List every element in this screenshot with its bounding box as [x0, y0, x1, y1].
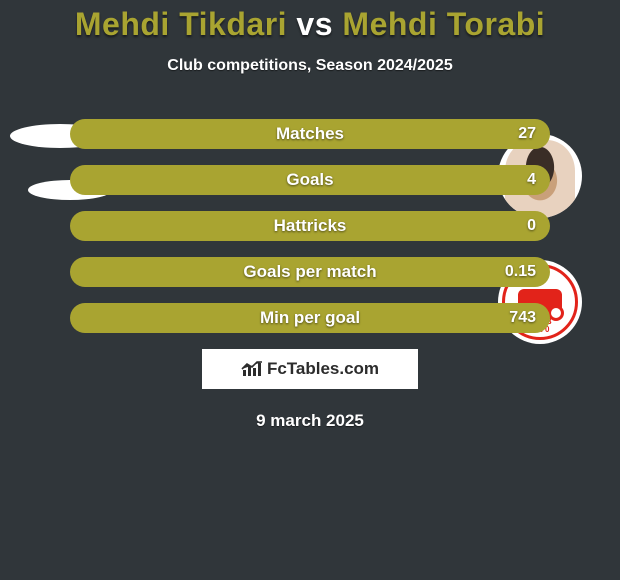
stat-row: Goals4	[70, 165, 550, 195]
stat-label: Goals per match	[70, 257, 550, 287]
stat-label: Hattricks	[70, 211, 550, 241]
date-text: 9 march 2025	[0, 411, 620, 431]
stat-value-right: 0.15	[505, 257, 536, 287]
subtitle: Club competitions, Season 2024/2025	[0, 57, 620, 75]
page-title: Mehdi Tikdari vs Mehdi Torabi	[0, 0, 620, 43]
brand-text: FcTables.com	[267, 359, 379, 379]
title-right: Mehdi Torabi	[342, 6, 545, 42]
stat-value-right: 0	[527, 211, 536, 241]
stat-label: Min per goal	[70, 303, 550, 333]
stat-row: Matches27	[70, 119, 550, 149]
stat-value-right: 743	[509, 303, 536, 333]
stat-row: Hattricks0	[70, 211, 550, 241]
title-vs: vs	[296, 6, 333, 42]
stat-row: Min per goal743	[70, 303, 550, 333]
brand-box[interactable]: FcTables.com	[202, 349, 418, 389]
stat-value-right: 27	[518, 119, 536, 149]
stat-row: Goals per match0.15	[70, 257, 550, 287]
stat-value-right: 4	[527, 165, 536, 195]
stat-label: Goals	[70, 165, 550, 195]
stat-label: Matches	[70, 119, 550, 149]
brand-chart-icon	[241, 360, 263, 378]
title-left: Mehdi Tikdari	[75, 6, 287, 42]
